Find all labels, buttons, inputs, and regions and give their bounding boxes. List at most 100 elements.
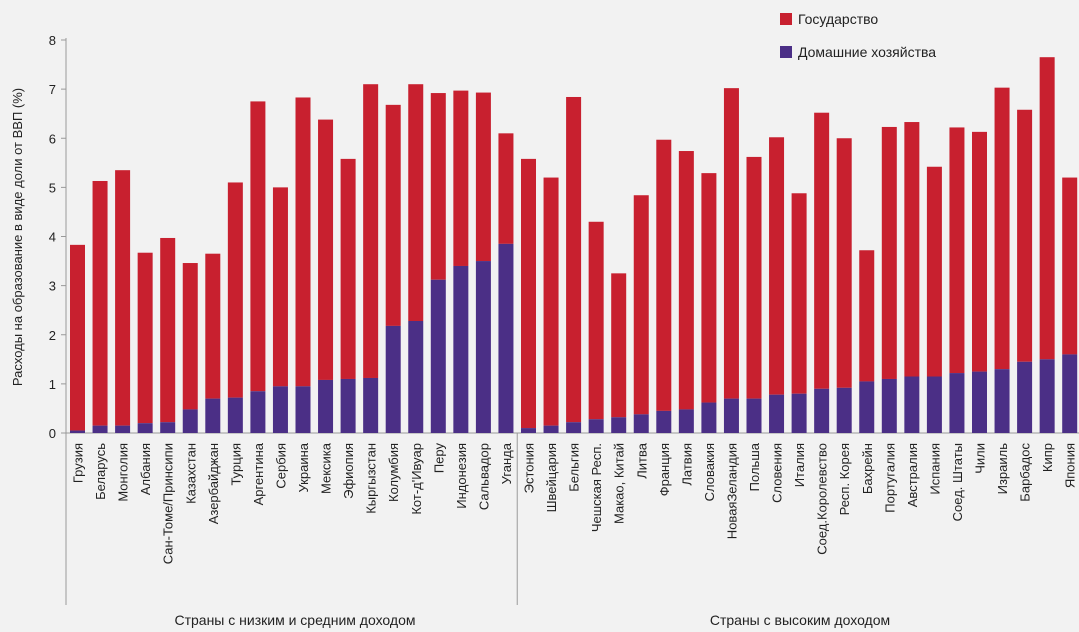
bar-government <box>633 195 649 415</box>
bar-government <box>1062 177 1078 355</box>
bar-government <box>859 250 875 382</box>
bar-households <box>250 391 266 433</box>
x-tick-label: Макао, Китай <box>612 443 627 524</box>
bar-households <box>340 378 356 433</box>
bar-households <box>115 425 131 433</box>
bar-households <box>656 410 672 433</box>
bar-government <box>836 138 852 388</box>
bar-government <box>92 180 108 426</box>
bar-government <box>972 131 987 372</box>
x-tick-label: Швейцария <box>544 443 559 512</box>
bar-government <box>881 126 897 379</box>
x-tick-label: Сербия <box>273 443 288 489</box>
x-tick-label: Монголия <box>116 443 131 502</box>
x-tick-label: Соед.Королевство <box>815 443 830 555</box>
x-tick-label: Чешская Респ. <box>589 443 604 532</box>
x-tick-label: Бельгия <box>567 443 582 492</box>
plot-area: 0 1 2 3 4 5 6 7 8 Грузия Беларусь Монголия Албания Са… <box>49 33 1079 605</box>
bar-households <box>137 423 153 433</box>
bar-households <box>160 422 176 433</box>
x-tick-label: НоваяЗеландия <box>724 443 739 539</box>
x-tick-label: Сальвадор <box>476 443 491 510</box>
bar-government <box>814 112 830 389</box>
bar-government <box>723 88 739 399</box>
bar-government <box>385 104 401 326</box>
bar-households <box>791 393 807 433</box>
bar-government <box>611 273 627 418</box>
bar-government <box>1017 109 1033 362</box>
bar-government <box>408 84 424 321</box>
x-tick-label: Уганда <box>499 442 514 484</box>
bar-households <box>295 386 311 433</box>
x-tick-label: Литва <box>634 442 649 479</box>
bar-government <box>182 263 198 410</box>
bar-households <box>363 377 379 433</box>
bar-government <box>701 173 717 403</box>
bar-households <box>611 417 627 433</box>
bar-households <box>521 428 536 433</box>
bar-households <box>1062 354 1078 433</box>
bar-government <box>227 182 243 398</box>
bar-households <box>904 376 920 433</box>
bar-government <box>543 177 559 426</box>
y-tick-label: 4 <box>49 230 56 245</box>
bar-government <box>588 221 604 420</box>
bar-government <box>949 127 965 374</box>
bar-households <box>408 320 424 433</box>
bar-households <box>994 369 1010 433</box>
bar-government <box>318 119 334 380</box>
x-tick-label: Франция <box>657 443 672 496</box>
bar-households <box>769 394 785 433</box>
bar-government <box>70 244 85 431</box>
x-tick-label: Сан-Томе/Принсипи <box>161 443 176 564</box>
bar-households <box>430 279 446 433</box>
bar-government <box>926 166 942 377</box>
bar-government <box>160 237 176 423</box>
x-tick-label: Латвия <box>679 443 694 486</box>
y-tick-label: 0 <box>49 426 56 441</box>
x-tick-label: Колумбия <box>386 443 401 502</box>
bar-government <box>340 158 356 379</box>
bar-households <box>678 409 694 433</box>
x-tick-label: Польша <box>747 442 762 491</box>
bar-households <box>723 398 739 433</box>
y-tick-label: 7 <box>49 82 56 97</box>
bar-government <box>363 84 379 378</box>
x-tick-label: Израиль <box>995 443 1010 495</box>
bar-government <box>678 151 694 410</box>
bar-government <box>566 96 582 423</box>
x-tick-label: Беларусь <box>93 443 108 500</box>
legend-swatch-households <box>780 46 792 58</box>
y-axis-title: Расходы на образование в виде доли от ВВ… <box>10 88 25 386</box>
x-tick-label: Словения <box>770 443 785 503</box>
x-tick-label: Кот-д'Ивуар <box>409 443 424 515</box>
y-tick-label: 3 <box>49 279 56 294</box>
bar-government <box>430 93 446 280</box>
bar-households <box>498 243 514 433</box>
x-tick-label: Азербайджан <box>206 443 221 524</box>
bar-households <box>836 387 852 433</box>
x-tick-label: Респ. Корея <box>837 443 852 515</box>
bar-government <box>272 187 288 387</box>
bar-government <box>769 137 785 395</box>
bar-households <box>746 398 762 433</box>
bar-households <box>588 419 604 433</box>
bar-households <box>566 422 582 433</box>
x-tick-label: Аргентина <box>251 442 266 505</box>
bar-government <box>498 133 514 244</box>
x-tick-label: Австралия <box>905 443 920 507</box>
x-tick-label: Перу <box>431 443 446 474</box>
bar-government <box>453 90 469 266</box>
y-tick-label: 1 <box>49 377 56 392</box>
bar-government <box>295 97 311 387</box>
x-tick-label: Словакия <box>702 443 717 501</box>
x-tick-label: Украина <box>296 442 311 492</box>
x-tick-label: Кыргызстан <box>364 443 379 514</box>
bar-households <box>318 379 334 433</box>
bar-households <box>475 261 491 433</box>
x-tick-label: Грузия <box>71 443 86 483</box>
bar-households <box>701 402 717 433</box>
bar-households <box>272 386 288 433</box>
x-tick-label: Барбадос <box>1018 443 1033 502</box>
